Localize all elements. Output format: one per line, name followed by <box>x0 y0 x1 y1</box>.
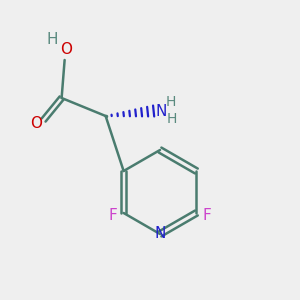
Text: N: N <box>154 226 166 242</box>
Text: O: O <box>60 41 72 56</box>
Text: H: H <box>167 112 177 126</box>
Text: N: N <box>156 103 167 118</box>
Text: H: H <box>165 95 176 109</box>
Text: H: H <box>47 32 58 46</box>
Text: F: F <box>108 208 117 223</box>
Text: O: O <box>30 116 42 130</box>
Text: F: F <box>203 208 212 223</box>
